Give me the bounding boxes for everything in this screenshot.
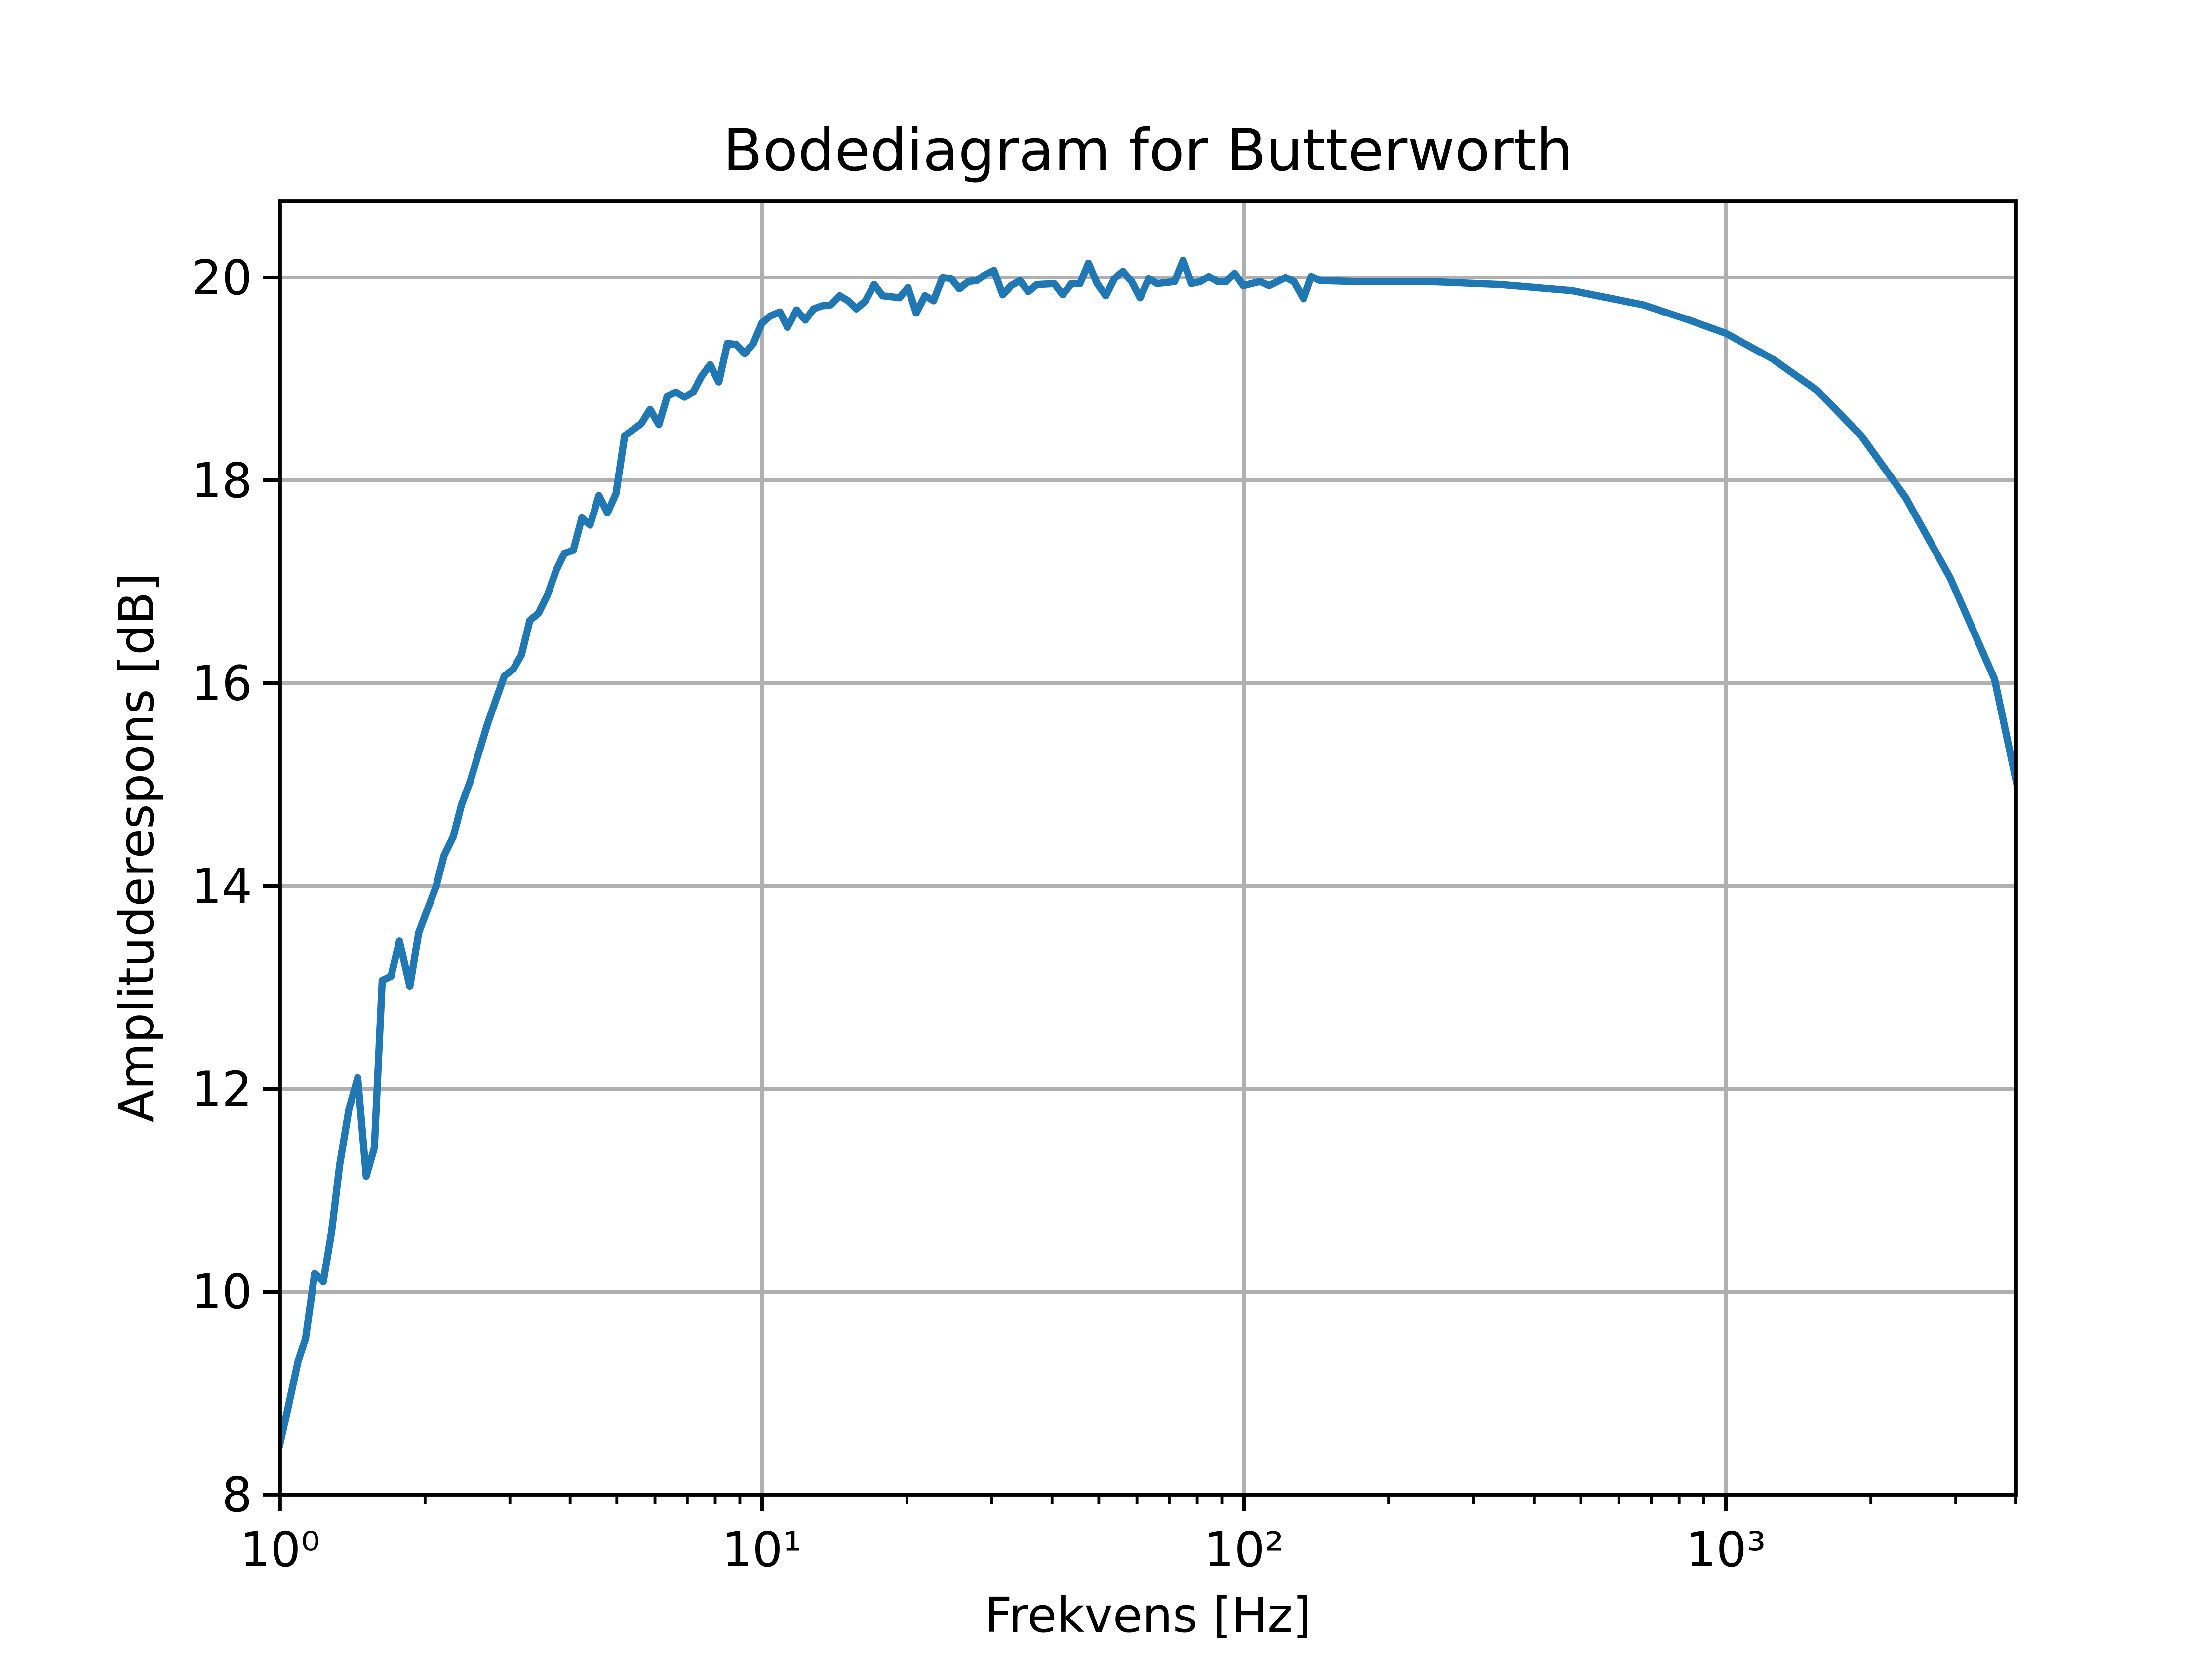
- x-tick-label: 10¹: [722, 1522, 802, 1578]
- y-tick-label: 16: [192, 656, 252, 711]
- y-tick-label: 10: [192, 1264, 252, 1320]
- y-tick-label: 20: [192, 250, 252, 306]
- y-axis-label: Amplituderespons [dB]: [109, 573, 164, 1123]
- data-line: [280, 256, 2016, 1449]
- x-tick-label: 10³: [1686, 1522, 1766, 1578]
- y-tick-label: 18: [192, 453, 252, 509]
- x-tick-label: 10⁰: [240, 1522, 320, 1578]
- y-tick-label: 8: [222, 1467, 252, 1523]
- x-tick-label: 10²: [1204, 1522, 1284, 1578]
- chart-title: Bodediagram for Butterworth: [723, 117, 1573, 184]
- x-axis-label: Frekvens [Hz]: [985, 1587, 1311, 1643]
- y-tick-label: 14: [192, 859, 252, 914]
- y-tick-label: 12: [192, 1061, 252, 1117]
- axes-frame: [278, 199, 2018, 1497]
